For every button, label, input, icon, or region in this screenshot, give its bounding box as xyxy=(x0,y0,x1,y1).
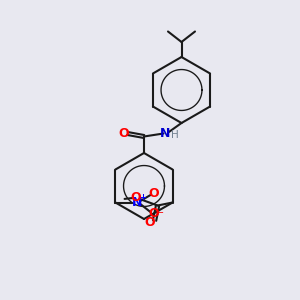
Text: O: O xyxy=(145,216,155,230)
Text: O: O xyxy=(130,191,141,204)
Text: N: N xyxy=(160,127,170,140)
Text: N: N xyxy=(132,196,142,209)
Text: −: − xyxy=(156,208,164,218)
Text: +: + xyxy=(139,193,146,202)
Text: O: O xyxy=(149,187,159,200)
Text: H: H xyxy=(171,130,179,140)
Text: O: O xyxy=(118,127,129,140)
Text: O: O xyxy=(149,207,159,220)
